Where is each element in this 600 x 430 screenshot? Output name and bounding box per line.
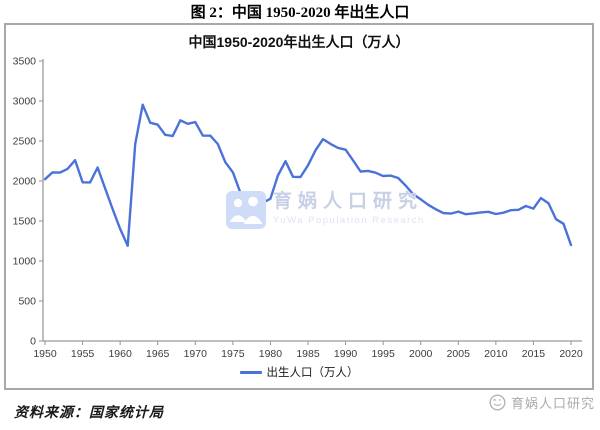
y-tick-label: 3000	[13, 96, 37, 108]
chart-box: 0 500 1000 1500 2000 2500 3000 3500 1950 1955 1960…	[4, 23, 594, 390]
plot-svg: 0 500 1000 1500 2000 2500 3000 3500 1950 1955 1960…	[13, 56, 583, 361]
x-tick-label: 1960	[108, 348, 132, 360]
y-tick-label: 2000	[13, 176, 37, 188]
chart-title: 中国1950-2020年出生人口（万人）	[188, 34, 410, 50]
bottom-watermark-label: 育娲人口研究	[510, 396, 595, 411]
y-tick-label: 0	[30, 336, 36, 348]
x-tick-label: 1950	[33, 348, 57, 360]
x-tick-label: 1990	[334, 348, 358, 360]
x-tick-label: 1970	[184, 348, 208, 360]
figure-title: 图 2：中国 1950-2020 年出生人口	[190, 5, 410, 21]
legend-label: 出生人口（万人）	[266, 367, 359, 379]
y-tick-label: 2500	[13, 136, 37, 148]
bottom-watermark: 育娲人口研究	[489, 393, 595, 412]
x-tick-label: 1985	[296, 348, 320, 360]
x-tick-label: 2000	[409, 348, 433, 360]
legend-line-swatch	[239, 370, 262, 374]
x-tick-label: 1955	[71, 348, 95, 360]
yuwa-smiley-logo-icon	[489, 394, 506, 411]
y-tick-label: 500	[18, 296, 36, 308]
x-tick-label: 1965	[146, 348, 170, 360]
x-tick-label: 2005	[447, 348, 471, 360]
x-tick-label: 2010	[484, 348, 508, 360]
y-tick-label: 1500	[13, 216, 37, 228]
x-tick-label: 2015	[522, 348, 546, 360]
birth-population-line	[43, 103, 573, 248]
axes	[42, 59, 582, 342]
x-tick-label: 2020	[559, 348, 583, 360]
source-note: 资料来源：国家统计局	[14, 406, 164, 421]
x-tick-label: 1975	[221, 348, 245, 360]
x-tick-label: 1980	[259, 348, 283, 360]
y-tick-label: 3500	[13, 56, 37, 68]
x-tick-label: 1995	[371, 348, 395, 360]
y-tick-label: 1000	[13, 256, 37, 268]
chart-legend: 出生人口（万人）	[6, 364, 592, 380]
